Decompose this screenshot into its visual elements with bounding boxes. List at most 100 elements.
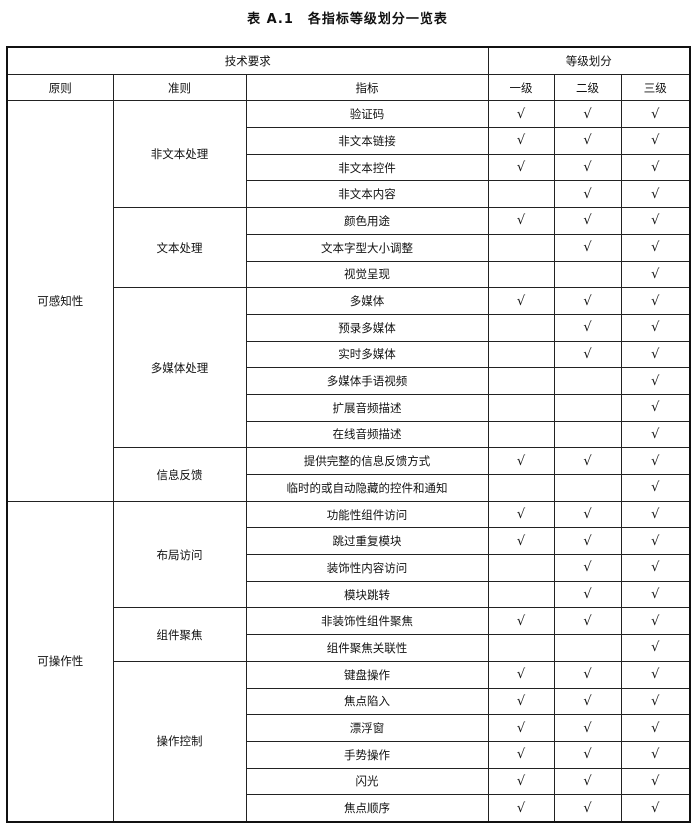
check-mark-icon: √ <box>651 453 660 469</box>
check-mark-icon: √ <box>651 426 660 442</box>
table-row: 非文本控件 √ √ √ <box>7 153 691 182</box>
check-mark-icon: √ <box>583 293 592 309</box>
indicator-cell: 临时的或自动隐藏的控件和通知 <box>245 474 489 502</box>
level3-cell: √ <box>620 127 691 155</box>
check-mark-icon: √ <box>583 720 592 736</box>
check-mark-icon: √ <box>583 587 592 603</box>
level2-cell: √ <box>553 127 622 155</box>
check-mark-icon: √ <box>516 160 526 176</box>
level3-cell: √ <box>620 500 691 529</box>
level2-cell <box>553 367 622 395</box>
level3-cell: √ <box>620 580 691 609</box>
indicator-cell: 实时多媒体 <box>245 340 489 369</box>
check-mark-icon: √ <box>651 160 660 176</box>
indicator-cell: 手势操作 <box>245 740 489 769</box>
check-mark-icon: √ <box>651 480 660 496</box>
level3-cell: √ <box>620 794 691 823</box>
indicator-cell: 多媒体手语视频 <box>245 367 489 395</box>
level1-cell: √ <box>487 527 555 556</box>
table-row: 视觉呈现 √ <box>7 260 691 289</box>
level1-cell <box>487 340 555 369</box>
table-row: 手势操作 √ √ √ <box>7 740 691 769</box>
indicator-cell: 非文本链接 <box>245 127 489 155</box>
check-mark-icon: √ <box>651 800 660 816</box>
level1-cell: √ <box>487 100 555 129</box>
level1-cell: √ <box>487 767 555 796</box>
level1-cell: √ <box>487 714 555 742</box>
table-row: 操作控制 键盘操作 √ √ √ <box>7 660 691 823</box>
guideline-cell: 操作控制 <box>112 660 247 823</box>
check-mark-icon: √ <box>516 613 526 629</box>
check-mark-icon: √ <box>583 533 592 549</box>
level3-cell: √ <box>620 767 691 796</box>
header-tech-req: 技术要求 <box>6 46 489 75</box>
guideline-cell: 布局访问 <box>112 500 247 609</box>
indicator-cell: 非文本控件 <box>245 153 489 182</box>
level1-cell: √ <box>487 287 555 315</box>
level2-cell: √ <box>553 714 622 742</box>
check-mark-icon: √ <box>516 773 526 789</box>
check-mark-icon: √ <box>516 213 526 229</box>
table-row: 实时多媒体 √ √ <box>7 340 691 369</box>
check-mark-icon: √ <box>583 320 592 336</box>
guideline-cell: 组件聚焦 <box>112 607 247 662</box>
check-mark-icon: √ <box>651 640 660 656</box>
level2-cell <box>553 393 622 422</box>
level1-cell: √ <box>487 794 555 823</box>
table-row: 装饰性内容访问 √ √ <box>7 554 691 582</box>
level2-cell: √ <box>553 500 622 529</box>
check-mark-icon: √ <box>516 133 526 149</box>
level2-cell <box>553 420 622 449</box>
check-mark-icon: √ <box>583 106 592 122</box>
level1-cell <box>487 420 555 449</box>
level1-cell <box>487 393 555 422</box>
check-mark-icon: √ <box>583 160 592 176</box>
table-row: 信息反馈 提供完整的信息反馈方式 √ √ √ <box>7 447 691 502</box>
level3-cell: √ <box>620 714 691 742</box>
level3-cell: √ <box>620 527 691 556</box>
check-mark-icon: √ <box>583 186 592 202</box>
level1-cell: √ <box>487 740 555 769</box>
check-mark-icon: √ <box>651 613 660 629</box>
check-mark-icon: √ <box>583 507 592 523</box>
check-mark-icon: √ <box>583 346 592 362</box>
indicator-cell: 装饰性内容访问 <box>245 554 489 582</box>
level1-cell <box>487 313 555 342</box>
level1-cell <box>487 580 555 609</box>
header-indicator: 指标 <box>245 73 489 102</box>
level1-cell <box>487 634 555 662</box>
check-mark-icon: √ <box>651 186 660 202</box>
table-row: 多媒体处理 多媒体 √ √ √ <box>7 287 691 449</box>
level3-cell: √ <box>620 153 691 182</box>
level2-cell: √ <box>553 580 622 609</box>
check-mark-icon: √ <box>516 667 526 683</box>
indicator-cell: 闪光 <box>245 767 489 796</box>
table-row: 模块跳转 √ √ <box>7 580 691 609</box>
check-mark-icon: √ <box>516 106 526 122</box>
level2-cell: √ <box>553 233 622 262</box>
check-mark-icon: √ <box>583 747 592 763</box>
level2-cell: √ <box>553 794 622 823</box>
check-mark-icon: √ <box>651 266 660 282</box>
check-mark-icon: √ <box>516 507 526 523</box>
check-mark-icon: √ <box>651 320 660 336</box>
level2-cell: √ <box>553 740 622 769</box>
indicator-cell: 颜色用途 <box>245 207 489 235</box>
check-mark-icon: √ <box>516 693 526 709</box>
check-mark-icon: √ <box>651 106 660 122</box>
indicator-cell: 焦点陷入 <box>245 687 489 716</box>
indicator-cell: 组件聚焦关联性 <box>245 634 489 662</box>
check-mark-icon: √ <box>651 293 660 309</box>
check-mark-icon: √ <box>583 693 592 709</box>
indicator-cell: 模块跳转 <box>245 580 489 609</box>
level3-cell: √ <box>620 634 691 662</box>
table-row: 在线音频描述 √ <box>7 420 691 449</box>
header-level3: 三级 <box>620 73 691 102</box>
level2-cell <box>553 260 622 289</box>
check-mark-icon: √ <box>583 667 592 683</box>
check-mark-icon: √ <box>583 240 592 256</box>
principle-cell: 可操作性 <box>6 500 114 823</box>
check-mark-icon: √ <box>516 533 526 549</box>
check-mark-icon: √ <box>583 213 592 229</box>
indicator-cell: 多媒体 <box>245 287 489 315</box>
